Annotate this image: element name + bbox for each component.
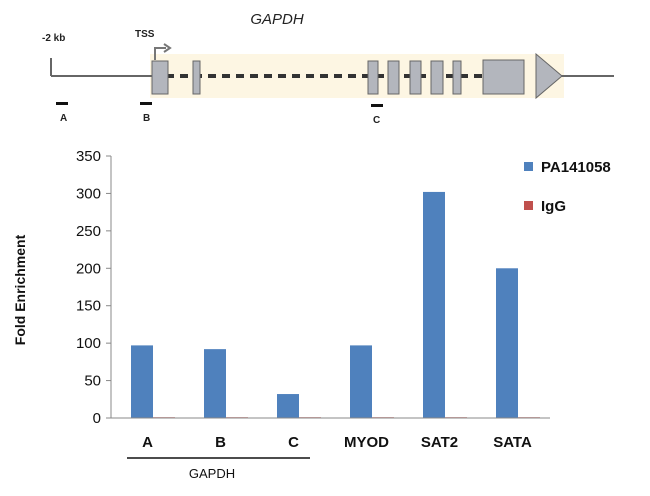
x-tick-label: MYOD xyxy=(344,434,389,451)
tss-arrowhead xyxy=(163,43,172,53)
bars xyxy=(131,191,540,419)
y-tick-label: 150 xyxy=(76,298,101,315)
amplicon-marker-b xyxy=(140,102,152,105)
exon xyxy=(151,60,169,95)
exon xyxy=(409,60,422,95)
gene-diagram: GAPDH -2 kb TSS A B C xyxy=(42,11,614,126)
upstream-label: -2 kb xyxy=(42,33,65,44)
tss-arrow xyxy=(154,47,166,60)
y-tick-label: 250 xyxy=(76,223,101,240)
legend-swatch-igg xyxy=(524,201,533,210)
amplicon-label-a: A xyxy=(60,113,67,124)
exon xyxy=(430,60,444,95)
exon xyxy=(387,60,400,95)
y-tick-label: 100 xyxy=(76,335,101,352)
bar-pa141058-a xyxy=(131,345,153,418)
exon xyxy=(482,59,525,95)
amplicon-marker-c xyxy=(371,104,383,107)
y-tick-label: 350 xyxy=(76,148,101,165)
x-axis-ticks: A B C MYOD SAT2 SATA xyxy=(142,434,532,451)
x-tick-label: C xyxy=(288,434,299,451)
x-tick-label: SATA xyxy=(493,434,532,451)
amplicon-label-b: B xyxy=(143,113,150,124)
legend-swatch-pa141058 xyxy=(524,162,533,171)
y-tick-label: 0 xyxy=(93,410,101,427)
bar-pa141058-b xyxy=(204,349,226,418)
group-label: GAPDH xyxy=(189,466,235,481)
y-axis-label: Fold Enrichment xyxy=(12,234,28,345)
legend-label-pa141058: PA141058 xyxy=(541,159,611,176)
bar-pa141058-sat2 xyxy=(423,191,445,418)
exon xyxy=(192,60,201,95)
y-tick-label: 300 xyxy=(76,185,101,202)
y-tick-label: 200 xyxy=(76,260,101,277)
exon xyxy=(367,60,379,95)
exon xyxy=(452,60,462,95)
x-tick-label: B xyxy=(215,434,226,451)
amplicon-marker-a xyxy=(56,102,68,105)
legend: PA141058 IgG xyxy=(524,159,611,215)
bar-chart: Fold Enrichment 0 50 100 150 200 250 300 350 A B… xyxy=(12,148,611,481)
y-axis-ticks: 0 50 100 150 200 250 300 350 xyxy=(76,148,111,427)
tss-label: TSS xyxy=(135,29,155,40)
bar-pa141058-c xyxy=(277,394,299,418)
gene-name: GAPDH xyxy=(250,11,304,28)
x-tick-label: A xyxy=(142,434,153,451)
x-tick-label: SAT2 xyxy=(421,434,458,451)
bar-pa141058-myod xyxy=(350,345,372,418)
gene-end-arrow xyxy=(535,52,563,100)
amplicon-label-c: C xyxy=(373,115,380,126)
legend-label-igg: IgG xyxy=(541,198,566,215)
bar-pa141058-sata xyxy=(496,268,518,418)
y-tick-label: 50 xyxy=(84,373,101,390)
